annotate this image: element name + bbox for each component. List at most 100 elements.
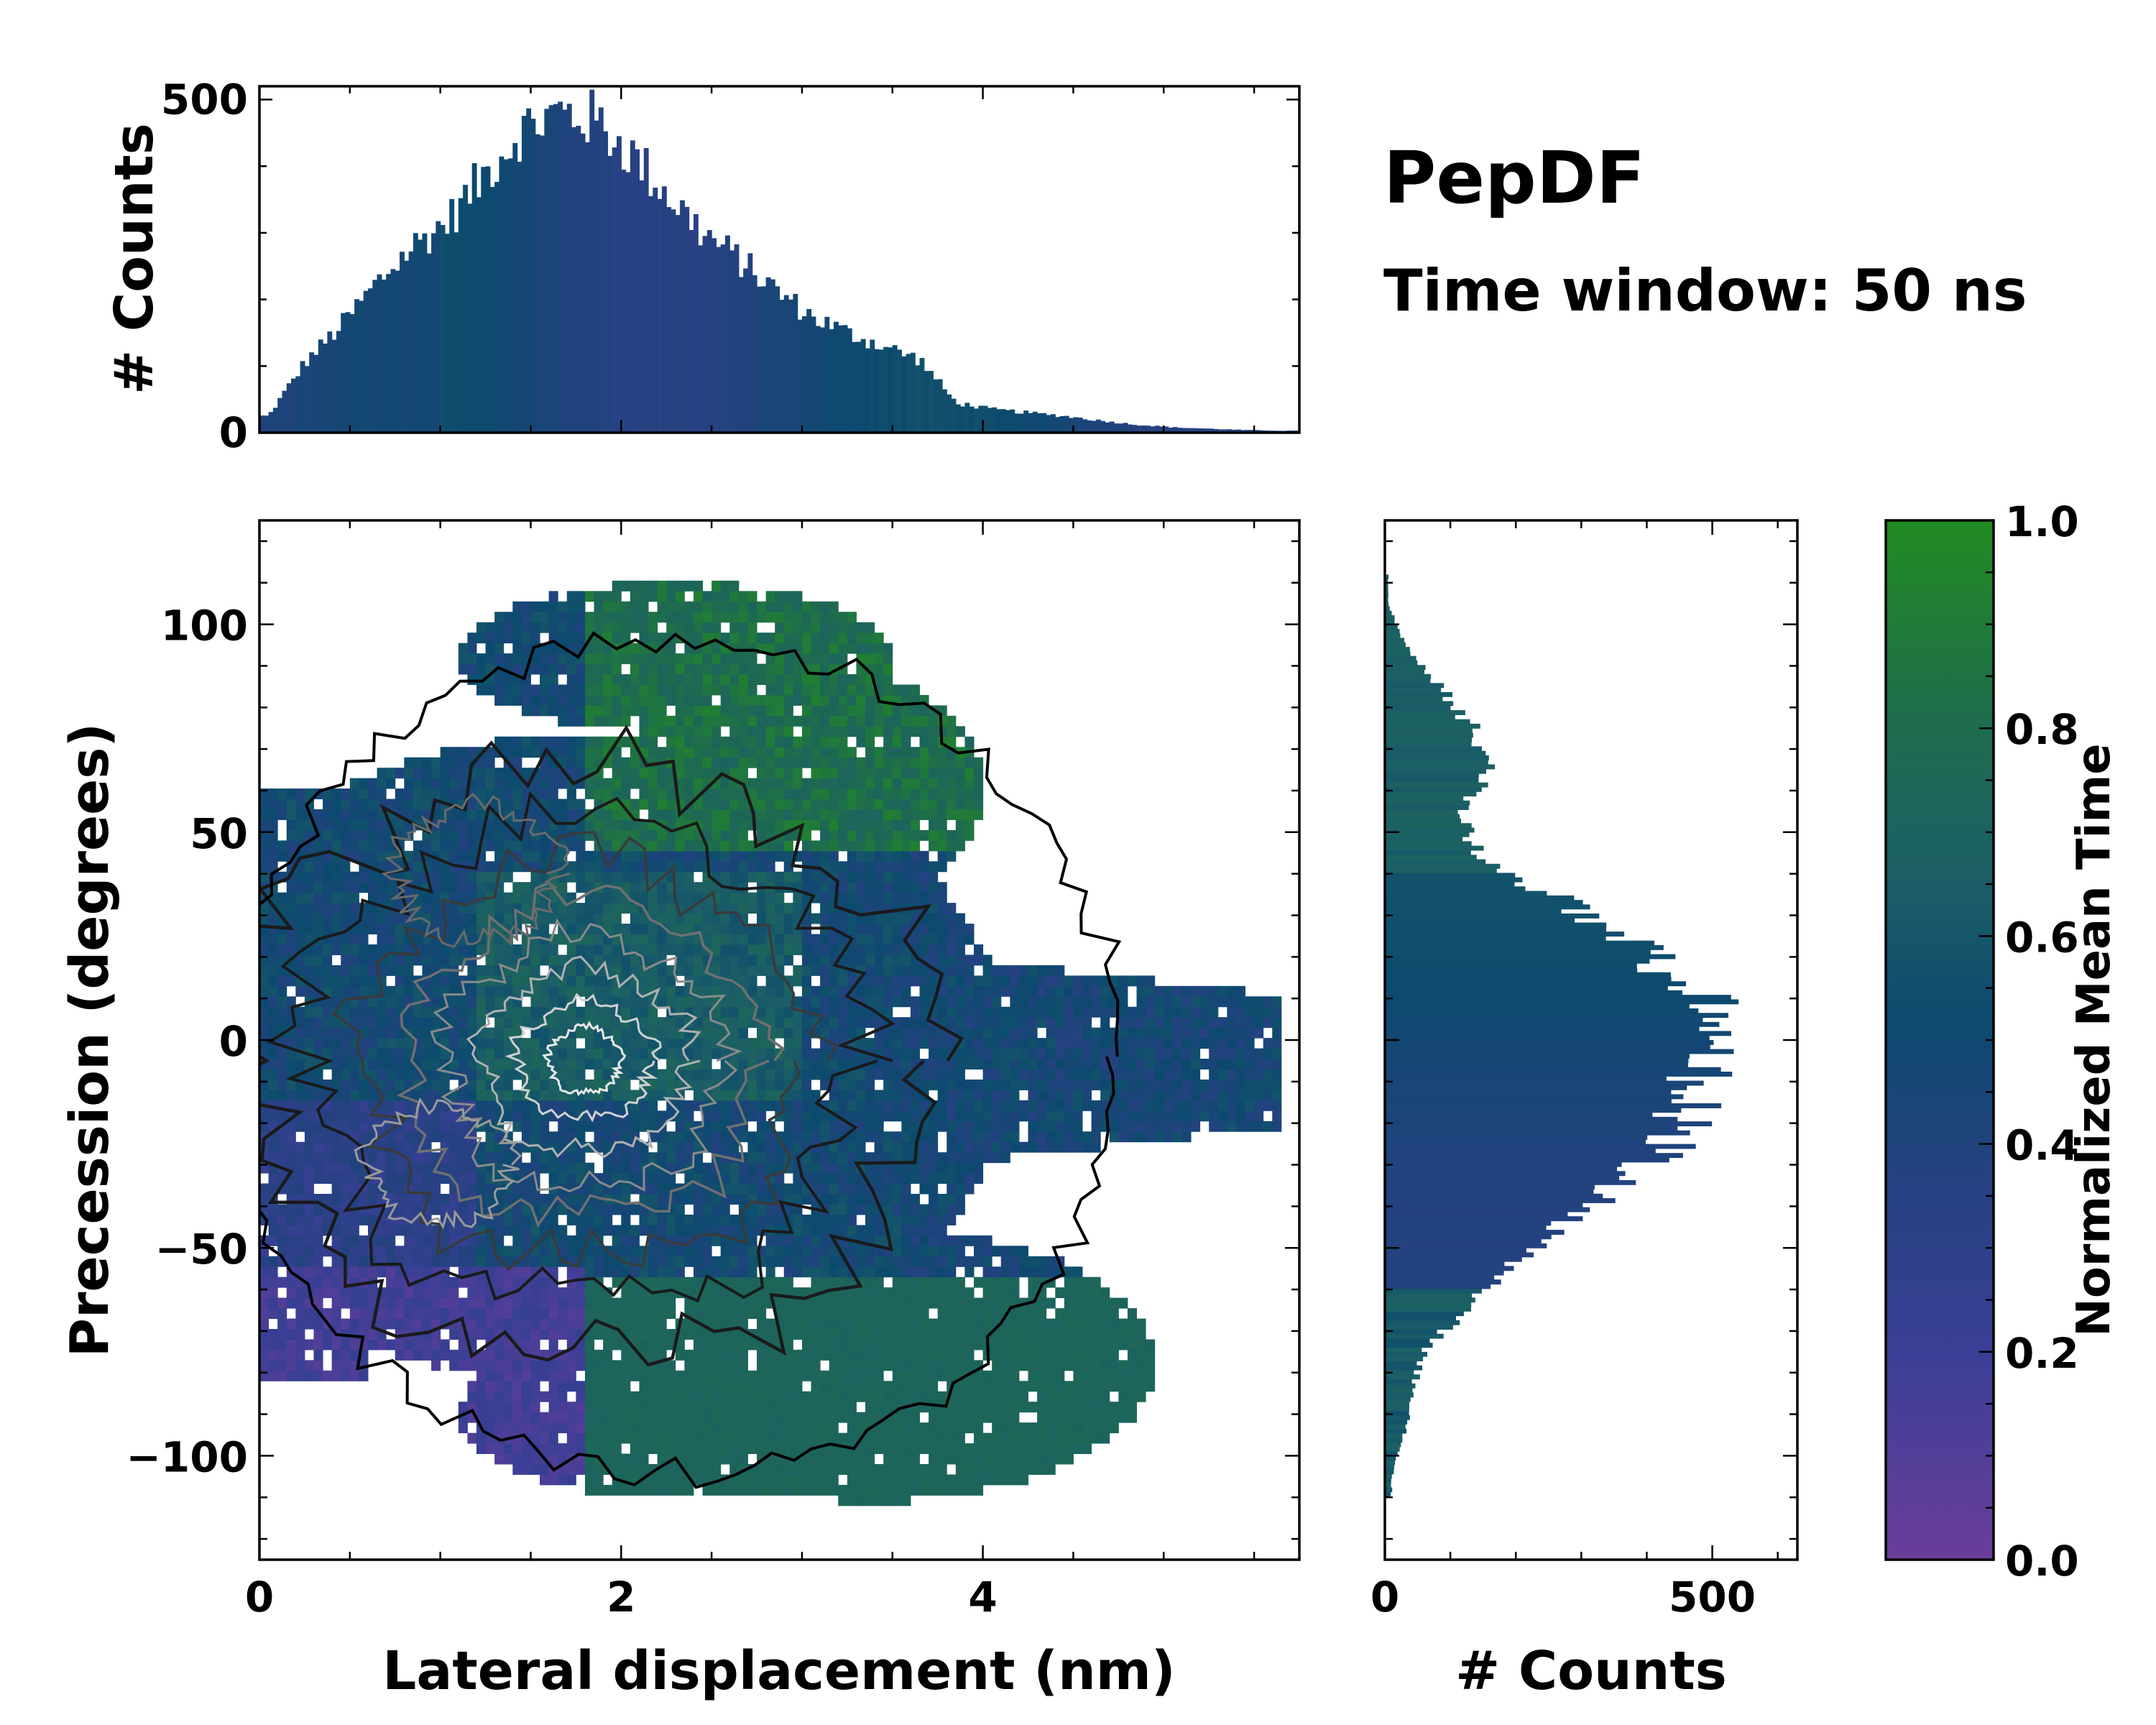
heat-cell xyxy=(639,601,649,612)
heat-cell xyxy=(512,643,522,654)
heat-cell xyxy=(377,882,387,893)
heat-cell xyxy=(693,1090,704,1101)
heat-cell xyxy=(720,903,730,914)
heat-cell xyxy=(829,913,839,924)
heat-cell xyxy=(720,1308,730,1320)
heat-cell xyxy=(404,1048,414,1059)
heat-cell xyxy=(530,1422,540,1434)
top-bar xyxy=(775,286,780,433)
heat-cell xyxy=(485,1183,495,1195)
heat-cell xyxy=(639,1297,649,1309)
top-bar xyxy=(1105,422,1110,433)
heat-cell xyxy=(431,1225,441,1236)
heat-cell xyxy=(304,1038,314,1049)
top-bar xyxy=(558,101,563,433)
heat-cell xyxy=(648,1432,658,1444)
heat-cell xyxy=(765,819,775,831)
heat-cell xyxy=(838,913,848,924)
heat-cell xyxy=(747,1225,757,1236)
heat-cell xyxy=(566,1006,576,1018)
heat-cell xyxy=(657,1214,667,1225)
heat-cell xyxy=(711,663,722,675)
heat-cell xyxy=(801,1059,812,1070)
heat-cell xyxy=(829,1308,839,1320)
heat-cell xyxy=(738,705,748,717)
heat-cell xyxy=(666,903,676,914)
heat-cell xyxy=(666,809,676,820)
heat-cell xyxy=(449,903,459,914)
heat-cell xyxy=(639,632,649,644)
heat-cell xyxy=(621,757,631,768)
heat-cell xyxy=(648,934,658,945)
heat-cell xyxy=(711,819,722,831)
heat-cell xyxy=(793,965,803,976)
heat-cell xyxy=(431,778,441,789)
heat-cell xyxy=(729,1349,740,1361)
heat-cell xyxy=(558,1048,568,1059)
heat-cell xyxy=(702,1235,712,1246)
top-bar xyxy=(865,348,870,433)
heat-cell xyxy=(359,1100,369,1111)
heat-cell xyxy=(259,799,270,810)
heat-cell xyxy=(331,1370,341,1381)
heat-cell xyxy=(801,1328,812,1340)
heat-cell xyxy=(377,924,387,935)
heat-cell xyxy=(820,1214,830,1225)
heat-cell xyxy=(747,1256,757,1267)
heat-cell xyxy=(377,1017,387,1029)
heat-cell xyxy=(820,684,830,696)
heat-cell xyxy=(783,871,793,883)
heat-cell xyxy=(485,757,495,768)
heat-cell xyxy=(512,736,522,748)
heat-cell xyxy=(431,1090,441,1101)
top-bar xyxy=(467,203,473,433)
heat-cell xyxy=(603,1090,613,1101)
heat-cell xyxy=(738,965,748,976)
heat-cell xyxy=(811,840,821,852)
heat-cell xyxy=(594,705,604,717)
heat-cell xyxy=(621,768,631,779)
heat-cell xyxy=(738,809,748,820)
heat-cell xyxy=(757,1463,767,1475)
heat-cell xyxy=(277,1069,287,1080)
heat-cell xyxy=(558,1474,568,1486)
heat-cell xyxy=(720,1121,730,1132)
heat-cell xyxy=(377,1173,387,1184)
heat-cell xyxy=(711,1339,722,1351)
heat-cell xyxy=(603,1443,613,1455)
heat-cell xyxy=(277,1328,287,1340)
heat-cell xyxy=(540,1162,550,1174)
heat-cell xyxy=(675,612,685,623)
heat-cell xyxy=(829,1256,839,1267)
heat-cell xyxy=(666,1463,676,1475)
heat-cell xyxy=(648,1381,658,1392)
heat-cell xyxy=(259,1027,270,1039)
heat-cell xyxy=(404,1297,414,1309)
heat-cell xyxy=(540,1370,550,1381)
heat-cell xyxy=(838,1432,848,1444)
heat-cell xyxy=(666,819,676,831)
heat-cell xyxy=(359,840,369,852)
heat-cell xyxy=(558,1391,568,1402)
heat-cell xyxy=(711,1463,722,1475)
heat-cell xyxy=(820,829,830,841)
heat-cell xyxy=(693,768,704,779)
heat-cell xyxy=(494,1443,505,1455)
heat-cell xyxy=(811,1276,821,1288)
heat-cell xyxy=(757,1079,767,1090)
heat-cell xyxy=(621,985,631,997)
heat-cell xyxy=(820,1027,830,1039)
heat-cell xyxy=(666,1381,676,1392)
top-bar xyxy=(698,245,704,433)
heat-cell xyxy=(657,829,667,841)
heat-cell xyxy=(720,996,730,1008)
heat-cell xyxy=(847,1318,857,1330)
heat-cell xyxy=(630,924,640,935)
heat-cell xyxy=(738,1276,748,1288)
heat-cell xyxy=(612,747,622,758)
top-bar xyxy=(436,221,441,433)
top-bar xyxy=(847,328,852,433)
heat-cell xyxy=(485,1110,495,1122)
heat-cell xyxy=(295,1214,305,1225)
heat-cell xyxy=(847,1349,857,1361)
